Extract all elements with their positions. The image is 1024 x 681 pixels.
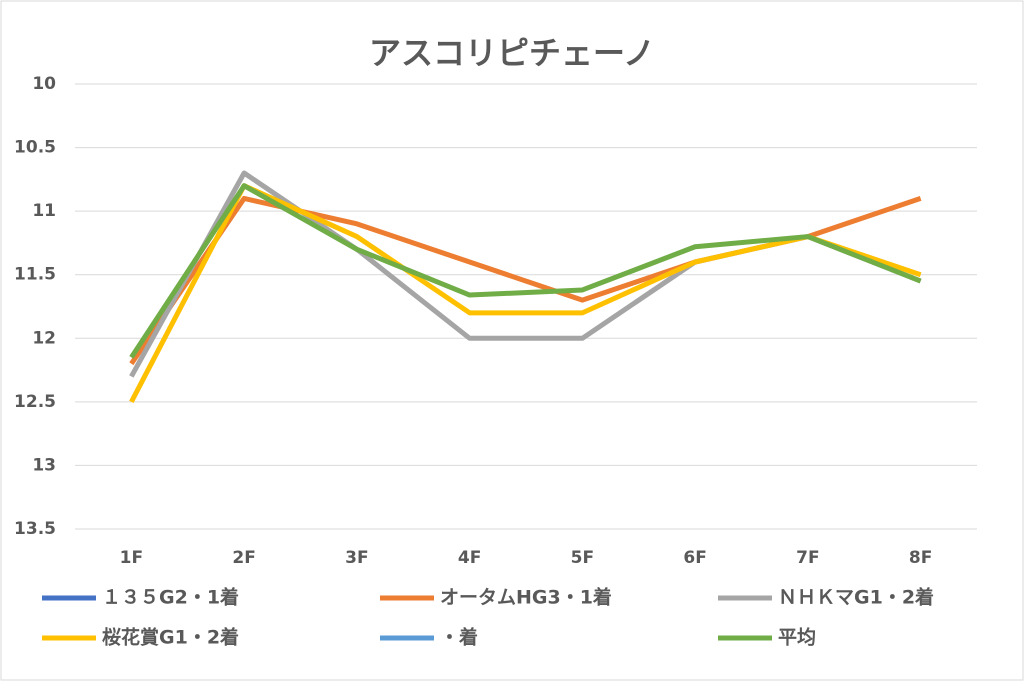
x-tick-label: 6F: [683, 548, 706, 568]
y-tick-label: 11.5: [14, 265, 56, 285]
y-tick-label: 11: [32, 201, 56, 221]
x-tick-label: 3F: [345, 548, 368, 568]
y-tick-label: 10: [32, 74, 56, 94]
legend-label: オータムHG3・1着: [440, 586, 612, 609]
legend-label: 平均: [778, 626, 816, 649]
x-tick-label: 2F: [232, 548, 255, 568]
x-tick-label: 5F: [571, 548, 594, 568]
x-tick-label: 7F: [796, 548, 819, 568]
y-tick-label: 13: [32, 455, 56, 475]
y-tick-label: 12.5: [14, 392, 56, 412]
x-tick-label: 8F: [909, 548, 932, 568]
legend-label: 桜花賞G1・2着: [102, 626, 239, 649]
y-tick-label: 13.5: [14, 519, 56, 539]
y-tick-label: 12: [32, 328, 56, 348]
legend-label: １３５G2・1着: [102, 586, 239, 609]
legend-label: ・着: [440, 626, 478, 649]
x-tick-label: 4F: [458, 548, 481, 568]
legend-label: ＮＨＫマG1・2着: [778, 586, 934, 609]
chart-title: アスコリピチェーノ: [369, 34, 655, 72]
y-tick-label: 10.5: [14, 138, 56, 158]
series-line: [129, 183, 922, 359]
x-tick-label: 1F: [120, 548, 143, 568]
